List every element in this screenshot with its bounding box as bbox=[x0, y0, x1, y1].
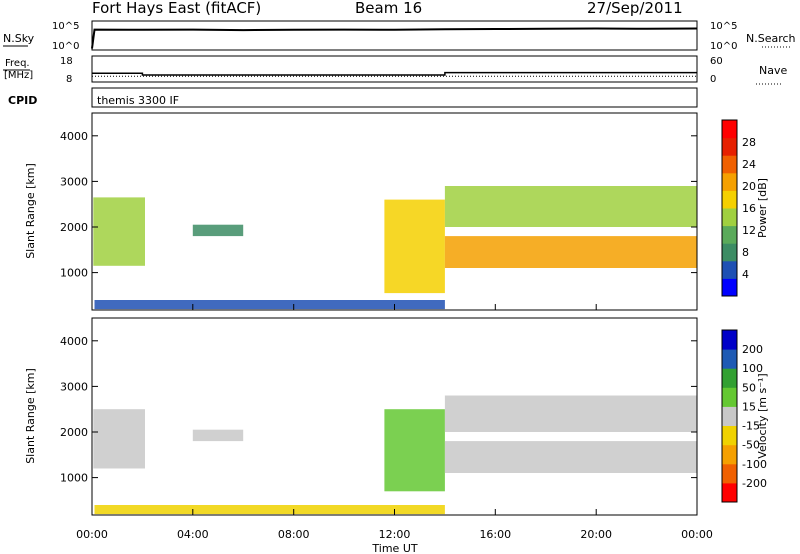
heatmap-region-3 bbox=[444, 236, 697, 268]
freq-tick-top: 18 bbox=[60, 56, 73, 67]
noise-tick-right-top: 10^5 bbox=[710, 21, 737, 32]
velocity-panel: 1000 2000 3000 4000 Slant Range [km] bbox=[24, 317, 698, 516]
y-tick-label: 3000 bbox=[60, 380, 88, 393]
beam-title: Beam 16 bbox=[355, 0, 422, 17]
colorbar-tick-label: 20 bbox=[742, 180, 756, 193]
power-panel: 1000 2000 3000 4000 Slant Range [km] bbox=[24, 112, 698, 311]
noise-tick-left-bottom: 10^0 bbox=[52, 41, 79, 52]
freq-left-unit: [MHz] bbox=[4, 70, 33, 81]
x-tick-label: 20:00 bbox=[580, 528, 612, 541]
freq-left-label: Freq. bbox=[5, 58, 30, 69]
colorbar-tick-label: 28 bbox=[742, 136, 756, 149]
station-title: Fort Hays East (fitACF) bbox=[92, 0, 261, 17]
sky-noise-series bbox=[91, 27, 698, 49]
colorbar-swatch bbox=[722, 444, 737, 465]
power-y-label: Slant Range [km] bbox=[24, 163, 37, 259]
time-axis: 00:00 04:00 08:00 12:00 16:00 20:00 00:00 bbox=[76, 304, 713, 541]
colorbar-swatch bbox=[722, 406, 737, 426]
x-tick-label: 12:00 bbox=[379, 528, 411, 541]
colorbar-tick-label: 100 bbox=[742, 362, 763, 375]
cpid-panel: CPID themis 3300 IF bbox=[8, 87, 698, 108]
power-y-axis: 1000 2000 3000 4000 bbox=[60, 130, 697, 280]
y-tick-label: 3000 bbox=[60, 175, 88, 188]
date-title: 27/Sep/2011 bbox=[587, 0, 683, 17]
velocity-colorbar: 200 100 50 15 -15 -50 -100 -200 Velocity [m s⁻¹… bbox=[721, 329, 769, 503]
colorbar-tick-label: 8 bbox=[742, 246, 749, 259]
colorbar-tick-label: -15 bbox=[742, 420, 760, 433]
heatmap-region-1 bbox=[192, 429, 244, 442]
x-tick-label: 08:00 bbox=[278, 528, 310, 541]
heatmap-region-1 bbox=[192, 224, 244, 237]
colorbar-swatch bbox=[722, 172, 737, 191]
velocity-y-axis: 1000 2000 3000 4000 bbox=[60, 335, 697, 485]
y-tick-label: 4000 bbox=[60, 130, 88, 143]
nave-label: Nave bbox=[759, 64, 787, 77]
x-tick-label: 00:00 bbox=[76, 528, 108, 541]
heatmap-region-2 bbox=[384, 409, 445, 492]
colorbar-tick-label: -50 bbox=[742, 439, 760, 452]
colorbar-swatch bbox=[722, 278, 737, 297]
x-tick-label: 16:00 bbox=[479, 528, 511, 541]
y-tick-label: 2000 bbox=[60, 221, 88, 234]
y-tick-label: 1000 bbox=[60, 267, 88, 280]
colorbar-swatch bbox=[722, 349, 737, 369]
power-heatmap bbox=[93, 186, 697, 310]
noise-right-label: N.Search bbox=[746, 32, 796, 45]
colorbar-swatch bbox=[722, 137, 737, 156]
x-tick-label: 04:00 bbox=[177, 528, 209, 541]
heatmap-region-3 bbox=[444, 441, 697, 473]
colorbar-tick-label: -200 bbox=[742, 477, 767, 490]
colorbar-tick-label: 12 bbox=[742, 224, 756, 237]
nave-tick-bottom: 0 bbox=[710, 74, 716, 85]
freq-tick-bottom: 8 bbox=[66, 74, 72, 85]
colorbar-tick-label: -100 bbox=[742, 458, 767, 471]
colorbar-swatch bbox=[722, 225, 737, 244]
heatmap-region-4 bbox=[444, 186, 697, 227]
colorbar-swatch bbox=[722, 425, 737, 446]
colorbar-swatch bbox=[722, 120, 737, 139]
cpid-label: CPID bbox=[8, 94, 37, 107]
colorbar-swatch bbox=[722, 463, 737, 484]
cpid-text: themis 3300 IF bbox=[97, 94, 179, 107]
colorbar-swatch bbox=[722, 260, 737, 279]
noise-left-label: N.Sky bbox=[3, 32, 35, 45]
frequency-panel: Freq. [MHz] 18 8 60 0 Nave bbox=[3, 55, 787, 85]
x-axis-label: Time UT bbox=[371, 542, 417, 554]
heatmap-region-5 bbox=[94, 505, 445, 515]
colorbar-swatch bbox=[722, 190, 737, 209]
noise-panel: N.Sky 10^5 10^0 10^5 10^0 N.Search bbox=[3, 20, 796, 52]
power-colorbar: 28 24 20 16 12 8 4 Power [dB] bbox=[721, 119, 769, 297]
nave-tick-top: 60 bbox=[710, 56, 723, 67]
colorbar-swatch bbox=[722, 330, 737, 350]
power-colorbar-label: Power [dB] bbox=[756, 178, 769, 238]
heatmap-region-0 bbox=[93, 197, 145, 266]
colorbar-swatch bbox=[722, 208, 737, 227]
colorbar-swatch bbox=[722, 482, 737, 503]
velocity-heatmap bbox=[93, 395, 697, 515]
heatmap-region-4 bbox=[444, 395, 697, 432]
colorbar-swatch bbox=[722, 155, 737, 174]
colorbar-tick-label: 24 bbox=[742, 158, 756, 171]
colorbar-tick-label: 200 bbox=[742, 343, 763, 356]
colorbar-tick-label: 16 bbox=[742, 202, 756, 215]
noise-tick-right-bottom: 10^0 bbox=[710, 41, 737, 52]
velocity-colorbar-label: Velocity [m s⁻¹] bbox=[756, 373, 769, 458]
heatmap-region-2 bbox=[384, 199, 445, 294]
noise-tick-left-top: 10^5 bbox=[52, 21, 79, 32]
heatmap-region-0 bbox=[93, 409, 145, 469]
colorbar-tick-label: 15 bbox=[742, 400, 756, 413]
heatmap-region-5 bbox=[94, 300, 445, 310]
colorbar-swatch bbox=[722, 387, 737, 407]
y-tick-label: 2000 bbox=[60, 426, 88, 439]
frequency-series bbox=[92, 71, 697, 76]
y-tick-label: 4000 bbox=[60, 335, 88, 348]
colorbar-swatch bbox=[722, 368, 737, 388]
velocity-y-label: Slant Range [km] bbox=[24, 368, 37, 464]
x-tick-label: 00:00 bbox=[681, 528, 713, 541]
colorbar-tick-label: 50 bbox=[742, 381, 756, 394]
colorbar-tick-label: 4 bbox=[742, 268, 749, 281]
colorbar-swatch bbox=[722, 243, 737, 262]
y-tick-label: 1000 bbox=[60, 472, 88, 485]
